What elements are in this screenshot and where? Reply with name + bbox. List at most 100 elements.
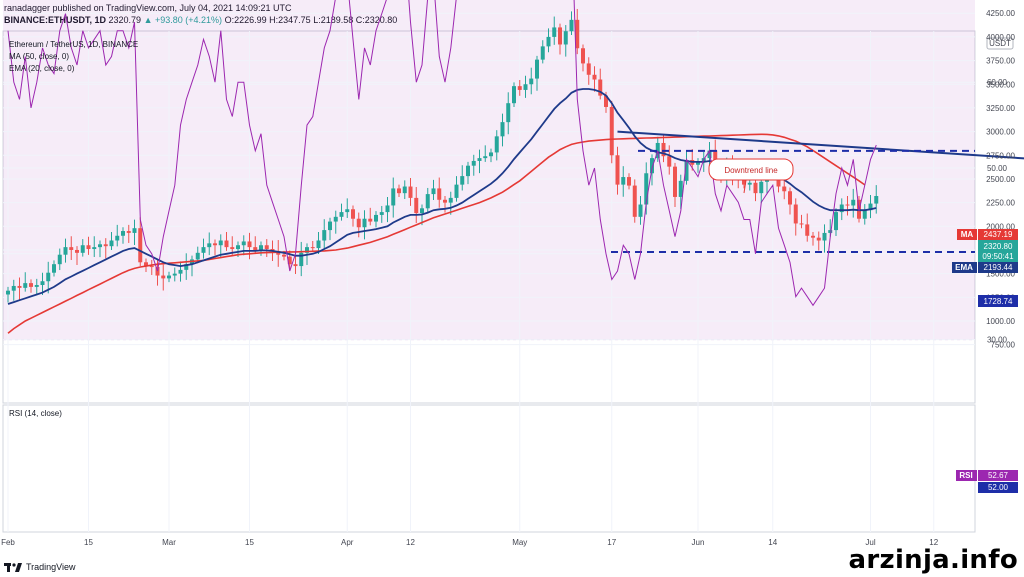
candle [627, 173, 631, 190]
candle [11, 279, 16, 301]
candle [218, 234, 223, 258]
candle-body [351, 209, 355, 219]
candle-body [333, 216, 338, 222]
candle [483, 145, 488, 162]
candle [63, 238, 68, 263]
candle [92, 236, 97, 257]
candle-body [609, 106, 614, 156]
candle [368, 207, 373, 226]
candle-body [638, 204, 643, 217]
svg-text:MA: MA [961, 230, 974, 239]
x-tick-label: 17 [607, 538, 616, 547]
candle-body [466, 165, 470, 177]
rsi-badge-value: 52.67 [988, 471, 1009, 480]
candle [431, 179, 436, 200]
candle-body [201, 247, 206, 253]
candle-body [684, 160, 689, 181]
candle [615, 146, 620, 195]
candle [138, 217, 143, 267]
candle [247, 232, 252, 260]
candle-body [673, 166, 677, 197]
candle [75, 246, 79, 265]
candle-body [207, 243, 212, 248]
candle-body [144, 262, 148, 267]
candle-body [811, 235, 815, 238]
candle [408, 178, 413, 206]
candle [540, 40, 545, 64]
candle-body [874, 195, 879, 204]
candle-body [368, 218, 373, 222]
y-tick-label: 4250.00 [986, 9, 1015, 18]
support-badge: 1728.74 [978, 295, 1018, 307]
candle-body [483, 156, 488, 159]
rsi-level-badge-value: 52.00 [988, 483, 1009, 492]
candle-body [241, 241, 246, 246]
candle [684, 151, 689, 185]
candle-body [753, 182, 758, 194]
candle-body [402, 186, 407, 194]
candle-body [759, 181, 764, 194]
candle-body [374, 214, 378, 222]
currency-badge [986, 37, 1014, 50]
candle [569, 11, 574, 36]
candle [839, 198, 844, 221]
candle [811, 231, 815, 246]
candle [351, 205, 355, 227]
candle [345, 198, 350, 218]
legend-ema: EMA (20, close, 0) [9, 64, 75, 73]
candle [86, 236, 91, 255]
y-tick-label: 3750.00 [986, 57, 1015, 66]
candle [506, 92, 511, 135]
candle-body [138, 228, 143, 263]
candle-body [247, 241, 252, 248]
candle [586, 57, 591, 85]
y-tick-label: 2250.00 [986, 199, 1015, 208]
candle [517, 79, 522, 96]
candle-body [126, 231, 131, 233]
y-tick-label: 2750.00 [986, 151, 1015, 160]
candle [184, 253, 189, 280]
candle [52, 260, 56, 277]
candle [356, 212, 361, 238]
candle [667, 145, 672, 175]
candle [23, 272, 28, 292]
candle [425, 187, 430, 213]
candle [328, 217, 332, 241]
candle [552, 16, 557, 45]
candle-body [287, 256, 292, 265]
x-tick-label: Apr [341, 538, 354, 547]
tradingview-logo[interactable]: TradingView [4, 562, 76, 572]
candle [414, 186, 419, 224]
candle-body [339, 212, 344, 217]
candle [224, 231, 229, 251]
rsi-tick-label: 50.00 [987, 164, 1008, 173]
candle [109, 231, 114, 250]
candle [115, 224, 120, 247]
candle [379, 205, 384, 223]
candle-body [397, 188, 401, 194]
candle [822, 224, 827, 253]
candle-body [592, 74, 597, 80]
candle-body [155, 267, 160, 276]
candle [489, 148, 493, 163]
price-badge-time: 09:50:41 [982, 252, 1014, 261]
candle [448, 191, 453, 215]
candle-body [408, 186, 413, 198]
candle-body [529, 78, 534, 85]
candle [339, 203, 344, 221]
high-value: H:2347.75 [269, 15, 311, 25]
ma-badge: MA 2437.19 [957, 229, 1018, 240]
candle-body [46, 272, 51, 282]
candle-body [494, 136, 499, 153]
candle [834, 208, 838, 236]
candle [126, 224, 131, 243]
candle-body [575, 19, 580, 49]
candle [316, 231, 321, 254]
candle [696, 158, 700, 173]
candle [581, 44, 585, 72]
candle [132, 219, 137, 246]
candle [46, 261, 51, 294]
ma50-line [7, 133, 866, 334]
candle [34, 278, 39, 295]
